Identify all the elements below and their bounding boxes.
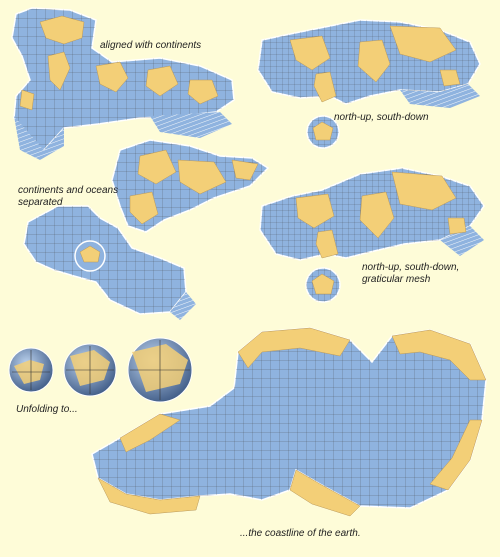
land-region: [429, 419, 483, 491]
map-continents-oceans-separated: [23, 139, 270, 320]
land-region: [357, 39, 391, 83]
land-region: [313, 71, 337, 103]
land-region: [391, 329, 487, 381]
land-region: [119, 413, 181, 453]
land-region: [231, 159, 259, 181]
antarctica: [79, 245, 101, 263]
land-region: [39, 15, 85, 45]
land-region: [289, 35, 331, 71]
land-region: [177, 159, 227, 195]
globe-icon: [127, 337, 193, 403]
land-region: [47, 51, 71, 91]
map-north-up-south-down: [257, 19, 481, 149]
map-aligned-with-continents: [11, 7, 235, 160]
caption-continents-oceans-line2: separated: [18, 197, 63, 208]
land-region: [315, 229, 339, 259]
caption-coastline: ...the coastline of the earth.: [240, 528, 361, 539]
land-region: [145, 65, 179, 97]
caption-north-up-south-down: north-up, south-down: [334, 112, 429, 123]
ocean-fringe: [400, 84, 480, 108]
land-region: [447, 217, 467, 235]
antarctica: [311, 273, 335, 295]
ocean-fringe: [150, 112, 232, 138]
map-coastline-unfolded: [91, 327, 487, 517]
caption-continents-oceans-line1: continents and oceans: [18, 185, 119, 196]
caption-graticular-mesh-line1: north-up, south-down,: [362, 262, 460, 273]
land-region: [295, 193, 335, 229]
caption-aligned-with-continents: aligned with continents: [100, 40, 202, 51]
ocean-fringe: [440, 226, 484, 256]
antarctica: [312, 121, 334, 141]
land-region: [289, 469, 361, 517]
land-region: [137, 149, 177, 185]
land-region: [439, 69, 461, 87]
globe-icon: [8, 347, 54, 393]
land-region: [95, 61, 129, 93]
land-region: [391, 171, 457, 211]
ocean-fringe: [14, 116, 64, 160]
land-region: [359, 191, 395, 239]
land-region: [187, 79, 219, 105]
ocean-fringe: [170, 292, 196, 320]
graticule: [92, 328, 486, 508]
caption-unfolding: Unfolding to...: [16, 404, 78, 415]
land-region: [237, 327, 351, 369]
globe-icon: [63, 343, 117, 397]
land-region: [389, 25, 457, 63]
land-region: [129, 191, 159, 225]
caption-graticular-mesh-line2: graticular mesh: [362, 274, 431, 285]
land-region: [97, 477, 201, 515]
map-graticular-mesh: [259, 167, 485, 303]
land-region: [19, 89, 35, 111]
